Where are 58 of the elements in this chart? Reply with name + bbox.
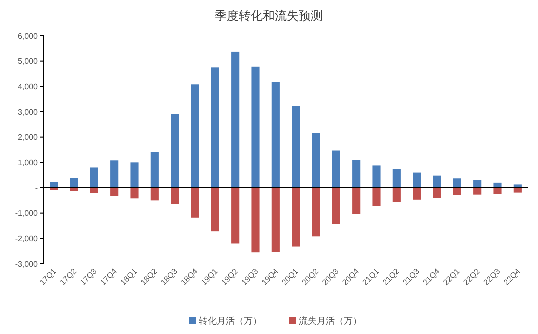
bar <box>413 172 422 188</box>
y-tick-label: 1,000 <box>18 158 39 168</box>
bar <box>171 114 180 188</box>
bar <box>332 150 340 188</box>
bar <box>272 188 280 252</box>
bar <box>292 106 300 188</box>
bar <box>413 188 422 200</box>
y-tick-label: 6,000 <box>18 32 39 41</box>
bar <box>453 188 462 196</box>
bar <box>312 133 320 188</box>
bar <box>130 188 139 199</box>
bar <box>494 188 502 194</box>
y-tick-label: -3,000 <box>15 260 39 269</box>
bar <box>50 182 58 188</box>
bar <box>352 160 361 188</box>
legend-label: 转化月活（万） <box>199 316 262 326</box>
bar <box>110 160 119 188</box>
y-tick-label: - <box>35 184 38 193</box>
legend-label: 流失月活（万） <box>299 316 362 326</box>
bar <box>90 168 98 188</box>
bar <box>232 52 240 188</box>
bar <box>372 166 381 188</box>
bar <box>352 188 361 214</box>
bar <box>232 188 240 244</box>
bar <box>191 188 200 218</box>
bar <box>332 188 340 224</box>
bar <box>392 188 401 202</box>
bar <box>272 82 280 188</box>
bar <box>474 180 482 188</box>
y-tick-label: 5,000 <box>18 57 39 66</box>
bar <box>433 176 442 188</box>
bar <box>130 162 139 188</box>
bar <box>150 188 159 201</box>
bar <box>171 188 180 204</box>
bar <box>494 182 502 188</box>
bar <box>514 184 522 188</box>
bar <box>70 178 78 188</box>
bar <box>392 169 401 188</box>
y-tick-label: 4,000 <box>18 82 39 92</box>
bar <box>514 188 522 193</box>
bar <box>191 84 200 188</box>
y-tick-label: -1,000 <box>15 209 39 218</box>
bar <box>372 188 381 206</box>
bar <box>312 188 320 237</box>
bar <box>474 188 482 195</box>
bar <box>150 152 159 188</box>
y-tick-label: 3,000 <box>18 108 39 117</box>
bar <box>453 178 462 188</box>
bar <box>252 188 260 253</box>
bar <box>211 68 220 188</box>
bar <box>292 188 300 247</box>
chart-title: 季度转化和流失预测 <box>215 9 323 23</box>
bar <box>433 188 442 198</box>
bar <box>110 188 119 196</box>
y-tick-label: 2,000 <box>18 133 39 142</box>
bar <box>211 188 220 232</box>
bar <box>252 66 260 188</box>
y-tick-label: -2,000 <box>15 234 39 244</box>
